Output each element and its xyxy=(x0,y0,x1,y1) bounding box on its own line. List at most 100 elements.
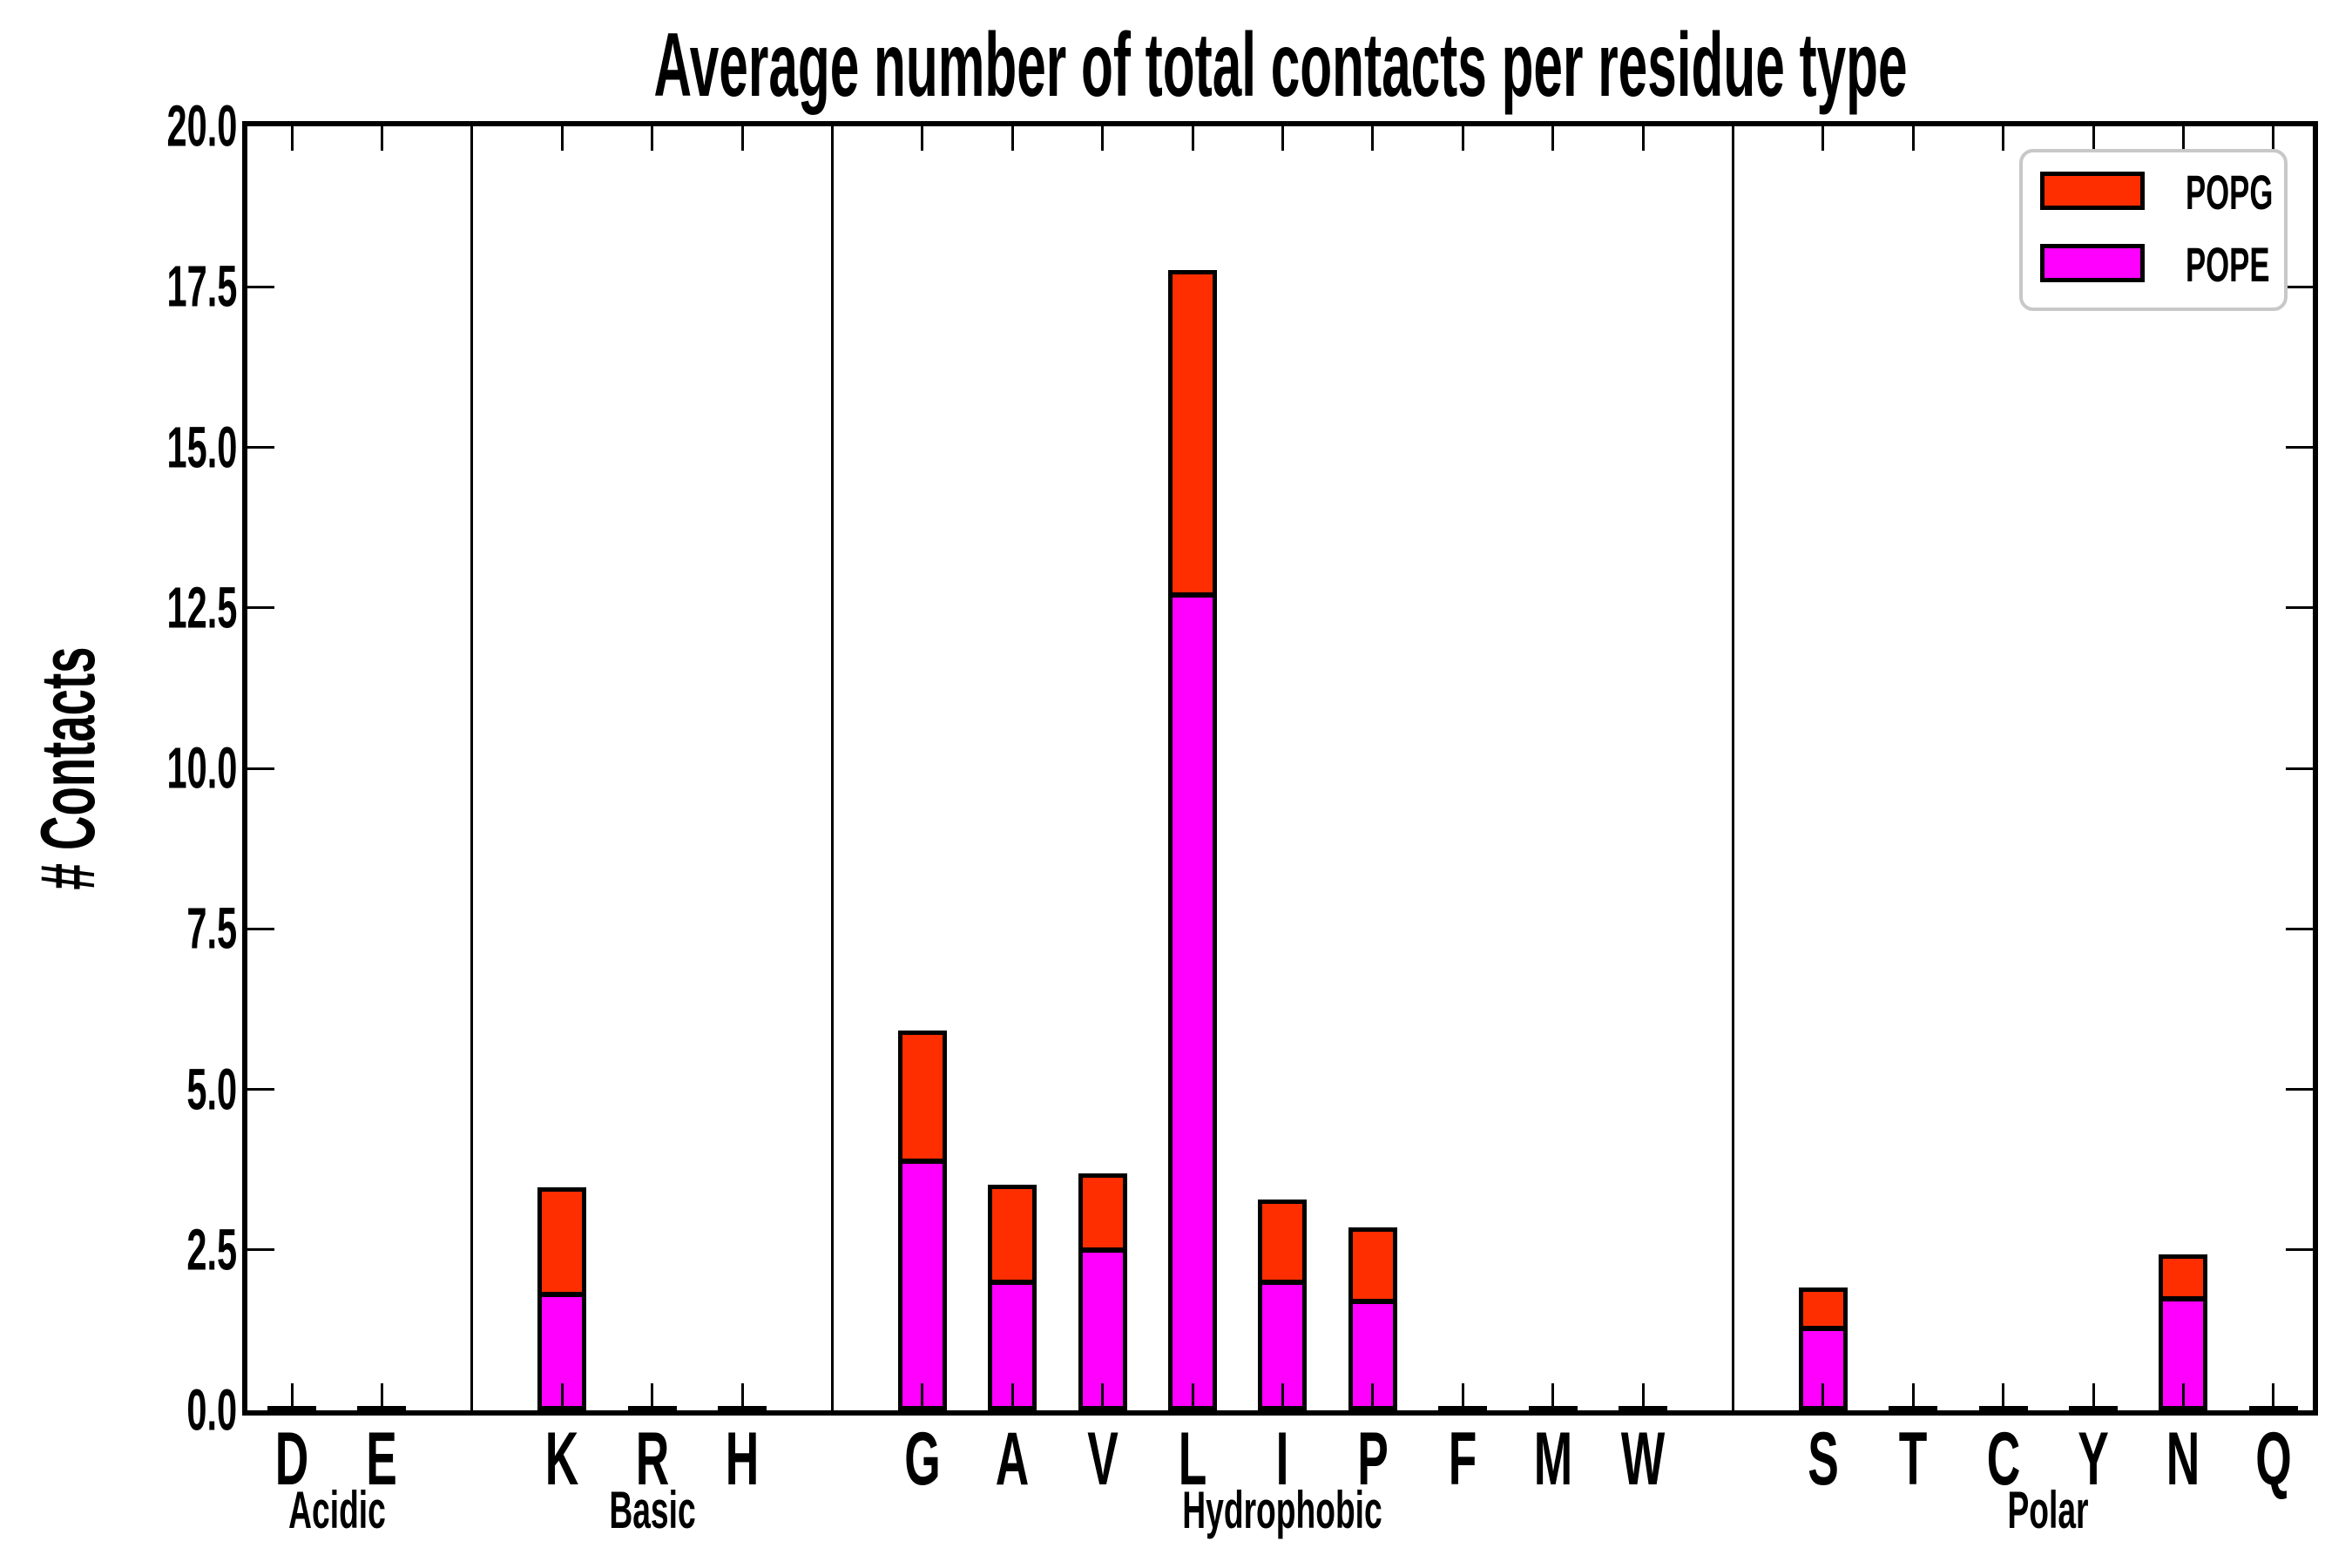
group-label-basic: Basic xyxy=(608,1481,696,1539)
x-tick-label-R: R xyxy=(635,1417,669,1501)
x-tick-R xyxy=(651,1383,654,1410)
legend-swatch-pope xyxy=(2040,244,2145,282)
legend-label-pope: POPE xyxy=(2186,237,2270,292)
x-tick-top-V xyxy=(1101,126,1105,151)
y-tick-label-12.5: 12.5 xyxy=(166,575,237,641)
y-tick-label-15.0: 15.0 xyxy=(166,415,237,480)
bar-segment-popg-I xyxy=(1258,1199,1308,1282)
bar-segment-popg-A xyxy=(988,1184,1037,1282)
bar-segment-popg-G xyxy=(897,1030,947,1162)
x-tick-label-K: K xyxy=(544,1417,579,1501)
y-tick-label-10.0: 10.0 xyxy=(166,735,237,801)
x-tick-top-Y xyxy=(2092,126,2095,151)
y-tick-right-5 xyxy=(2286,1088,2313,1091)
x-tick-label-Y: Y xyxy=(2078,1417,2109,1501)
chart-title: Average number of total contacts per res… xyxy=(653,15,1908,116)
x-tick-M xyxy=(1551,1383,1555,1410)
bar-segment-popg-L xyxy=(1168,270,1217,596)
x-tick-H xyxy=(740,1383,744,1410)
x-tick-E xyxy=(380,1383,383,1410)
x-tick-label-P: P xyxy=(1357,1417,1389,1501)
x-tick-label-G: G xyxy=(904,1417,941,1501)
x-tick-T xyxy=(1911,1383,1915,1410)
x-tick-top-Q xyxy=(2272,126,2275,151)
x-tick-label-V: V xyxy=(1086,1417,1119,1501)
x-tick-top-K xyxy=(560,126,564,151)
bar-segment-popg-P xyxy=(1348,1227,1397,1301)
x-tick-A xyxy=(1010,1383,1014,1410)
bar-segment-popg-K xyxy=(537,1187,587,1295)
y-tick-right-12.5 xyxy=(2286,606,2313,610)
y-tick-label-0.0: 0.0 xyxy=(186,1377,237,1443)
x-tick-label-Q: Q xyxy=(2255,1417,2292,1501)
y-tick-label-2.5: 2.5 xyxy=(186,1217,237,1283)
x-tick-label-E: E xyxy=(366,1417,398,1501)
group-label-polar: Polar xyxy=(2007,1481,2089,1539)
y-tick-left-10 xyxy=(247,767,274,770)
legend: POPG POPE xyxy=(2019,149,2288,311)
x-tick-label-W: W xyxy=(1620,1417,1666,1501)
x-tick-label-D: D xyxy=(274,1417,309,1501)
x-tick-top-L xyxy=(1191,126,1194,151)
x-tick-label-H: H xyxy=(725,1417,760,1501)
x-tick-top-W xyxy=(1641,126,1645,151)
x-tick-top-M xyxy=(1551,126,1555,151)
y-tick-left-15 xyxy=(247,446,274,449)
x-tick-top-T xyxy=(1911,126,1915,151)
y-axis-label: # Contacts xyxy=(24,646,111,890)
y-tick-label-17.5: 17.5 xyxy=(166,253,237,320)
bar-segment-pope-G xyxy=(897,1161,947,1410)
x-tick-D xyxy=(290,1383,294,1410)
x-tick-F xyxy=(1461,1383,1464,1410)
bar-segment-popg-V xyxy=(1078,1173,1127,1250)
y-tick-left-2.5 xyxy=(247,1248,274,1252)
x-tick-K xyxy=(560,1383,564,1410)
y-tick-label-20.0: 20.0 xyxy=(166,93,237,159)
plot-inner xyxy=(247,126,2313,1410)
bar-segment-pope-S xyxy=(1798,1328,1848,1410)
x-tick-top-F xyxy=(1461,126,1464,151)
y-tick-left-17.5 xyxy=(247,285,274,288)
x-tick-top-I xyxy=(1281,126,1284,151)
y-tick-left-7.5 xyxy=(247,927,274,930)
bar-segment-popg-S xyxy=(1798,1287,1848,1329)
x-tick-G xyxy=(921,1383,924,1410)
y-tick-right-2.5 xyxy=(2286,1248,2313,1252)
x-tick-top-G xyxy=(921,126,924,151)
x-tick-label-F: F xyxy=(1448,1417,1477,1501)
x-tick-top-D xyxy=(290,126,294,151)
x-tick-label-I: I xyxy=(1275,1417,1289,1501)
x-tick-I xyxy=(1281,1383,1284,1410)
x-tick-Y xyxy=(2092,1383,2095,1410)
legend-label-popg: POPG xyxy=(2186,165,2274,220)
group-label-acidic: Acidic xyxy=(287,1481,386,1539)
x-tick-S xyxy=(1821,1383,1825,1410)
y-tick-label-7.5: 7.5 xyxy=(186,896,237,962)
y-tick-right-10 xyxy=(2286,767,2313,770)
x-tick-label-C: C xyxy=(1986,1417,2020,1501)
x-tick-top-E xyxy=(380,126,383,151)
x-tick-label-N: N xyxy=(2166,1417,2200,1501)
group-divider-line xyxy=(1731,126,1734,1410)
legend-swatch-popg xyxy=(2040,172,2145,210)
y-tick-left-12.5 xyxy=(247,606,274,610)
x-tick-L xyxy=(1191,1383,1194,1410)
plot-area xyxy=(242,121,2318,1416)
bar-segment-pope-L xyxy=(1168,595,1217,1410)
y-tick-left-5 xyxy=(247,1088,274,1091)
x-tick-top-R xyxy=(651,126,654,151)
y-tick-right-15 xyxy=(2286,446,2313,449)
x-tick-V xyxy=(1101,1383,1105,1410)
x-tick-label-A: A xyxy=(995,1417,1030,1501)
x-tick-top-H xyxy=(740,126,744,151)
group-divider-line xyxy=(470,126,474,1410)
y-tick-label-5.0: 5.0 xyxy=(186,1057,237,1122)
bar-segment-popg-N xyxy=(2159,1254,2208,1299)
x-tick-top-C xyxy=(2002,126,2005,151)
x-tick-label-S: S xyxy=(1808,1417,1839,1501)
x-tick-label-M: M xyxy=(1533,1417,1572,1501)
x-tick-top-A xyxy=(1010,126,1014,151)
y-tick-right-7.5 xyxy=(2286,927,2313,930)
x-tick-W xyxy=(1641,1383,1645,1410)
